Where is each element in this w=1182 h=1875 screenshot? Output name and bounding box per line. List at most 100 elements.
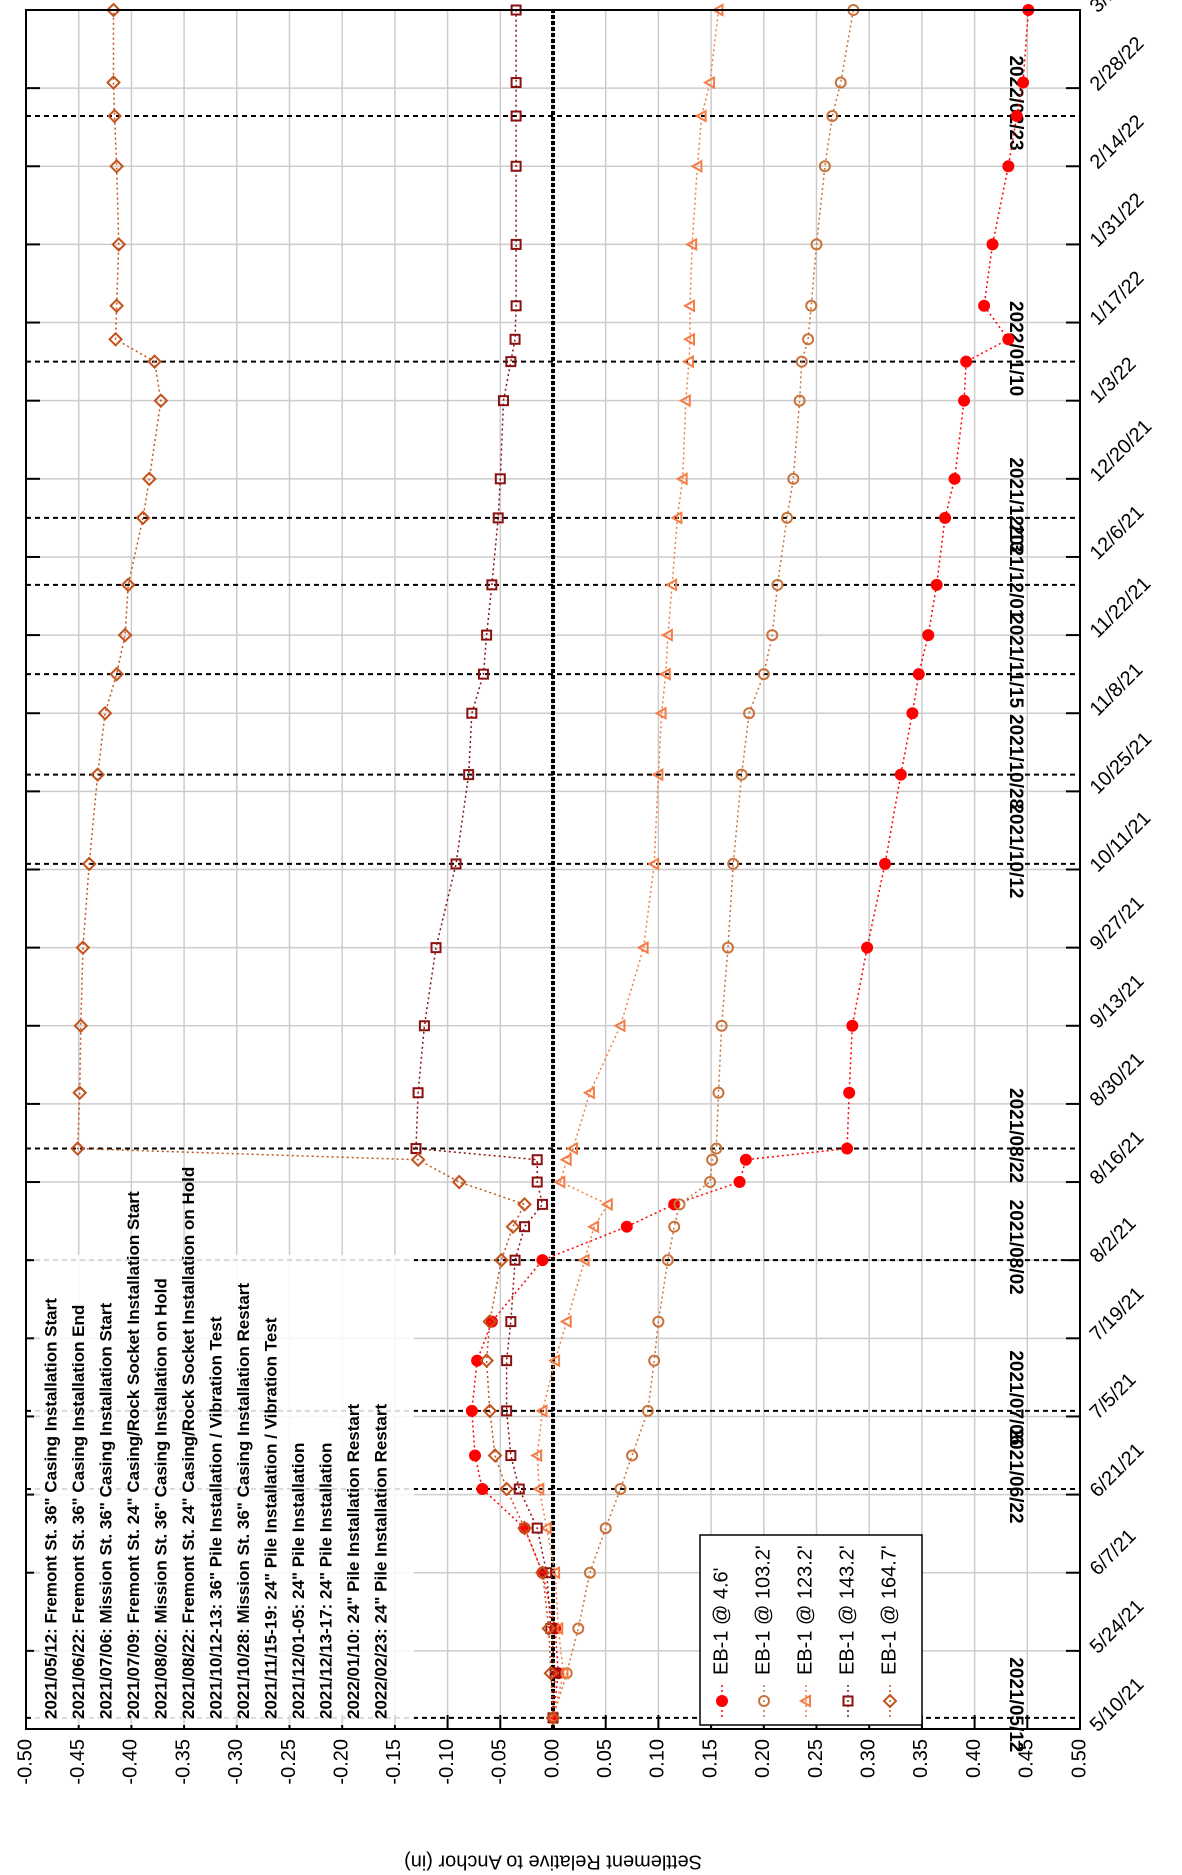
legend-marker bbox=[882, 1693, 898, 1709]
marker bbox=[466, 707, 478, 719]
marker bbox=[535, 1565, 550, 1581]
marker bbox=[587, 1219, 600, 1234]
marker bbox=[543, 1665, 559, 1681]
marker bbox=[451, 1174, 467, 1190]
marker bbox=[106, 75, 121, 90]
x-tick-label: 8/30/21 bbox=[1086, 1048, 1149, 1111]
event-label: 2021/10/12 bbox=[1005, 803, 1026, 898]
event-label: 2021/12/13 bbox=[1005, 457, 1026, 552]
marker bbox=[545, 1710, 561, 1726]
marker bbox=[648, 1354, 661, 1367]
marker bbox=[771, 578, 784, 591]
marker bbox=[530, 1448, 543, 1463]
marker bbox=[1002, 160, 1015, 173]
marker bbox=[410, 1143, 422, 1155]
marker bbox=[841, 1142, 854, 1155]
marker bbox=[418, 1020, 430, 1032]
marker bbox=[766, 629, 779, 642]
marker bbox=[948, 472, 961, 485]
x-tick-label: 5/10/21 bbox=[1086, 1674, 1149, 1737]
marker bbox=[735, 768, 748, 781]
y-tick-label: 0.50 bbox=[1068, 1739, 1090, 1778]
event-note: 2021/12/01-05: 24" Pile Installation bbox=[289, 1443, 308, 1719]
x-tick-label: 6/21/21 bbox=[1086, 1439, 1149, 1502]
legend-marker bbox=[716, 1695, 728, 1707]
marker bbox=[510, 300, 522, 312]
marker bbox=[906, 707, 919, 720]
marker bbox=[501, 1355, 513, 1367]
x-tick-label: 1/31/22 bbox=[1086, 189, 1149, 252]
x-tick-label: 7/19/21 bbox=[1086, 1283, 1149, 1346]
marker bbox=[682, 299, 696, 313]
legend-box bbox=[699, 1534, 923, 1726]
marker bbox=[706, 1153, 719, 1166]
event-note: 2021/07/06: Mission St. 36" Casing Insta… bbox=[96, 1302, 115, 1719]
marker bbox=[577, 1253, 590, 1267]
y-tick-label: -0.15 bbox=[383, 1739, 405, 1785]
marker bbox=[497, 395, 509, 407]
marker bbox=[75, 940, 91, 956]
marker bbox=[90, 767, 106, 783]
legend-label: EB-1 @ 4.6' bbox=[710, 1568, 732, 1676]
y-tick-label: 0.40 bbox=[963, 1739, 985, 1778]
event-label: 2021/06/22 bbox=[1005, 1428, 1026, 1523]
marker bbox=[583, 1566, 596, 1579]
x-tick-label: 1/17/22 bbox=[1086, 267, 1149, 330]
event-label: 2021/07/06 bbox=[1005, 1350, 1026, 1445]
marker bbox=[805, 299, 818, 312]
marker bbox=[572, 1622, 585, 1635]
y-tick-label: -0.30 bbox=[225, 1739, 247, 1785]
marker bbox=[660, 628, 673, 642]
y-tick-label: 0.00 bbox=[541, 1739, 563, 1778]
marker bbox=[505, 1316, 517, 1328]
marker bbox=[541, 1621, 557, 1636]
event-note: 2021/11/15-19: 24" Pile Installation / V… bbox=[261, 1317, 280, 1719]
marker bbox=[620, 1220, 633, 1233]
marker bbox=[465, 1404, 478, 1417]
marker bbox=[492, 512, 504, 524]
marker bbox=[710, 1142, 723, 1155]
marker bbox=[513, 1483, 525, 1495]
marker bbox=[559, 1153, 572, 1167]
marker bbox=[517, 1520, 532, 1536]
x-tick-label: 10/11/21 bbox=[1086, 807, 1156, 877]
marker bbox=[721, 941, 734, 954]
marker bbox=[599, 1522, 612, 1535]
marker bbox=[681, 354, 694, 369]
marker bbox=[510, 160, 522, 172]
marker bbox=[715, 1019, 728, 1032]
marker bbox=[757, 668, 770, 681]
marker bbox=[412, 1087, 424, 1099]
marker bbox=[108, 331, 124, 347]
marker bbox=[647, 857, 660, 871]
marker bbox=[509, 333, 521, 345]
y-axis-title: Settlement Relative to Anchor (in) bbox=[404, 1851, 702, 1873]
marker bbox=[678, 393, 691, 408]
event-label: 2021/08/22 bbox=[1005, 1088, 1026, 1183]
x-tick-label: 10/25/21 bbox=[1086, 728, 1157, 799]
marker bbox=[551, 1621, 564, 1636]
x-tick-label: 11/8/21 bbox=[1086, 659, 1148, 721]
marker bbox=[539, 1521, 552, 1535]
marker bbox=[120, 577, 136, 593]
marker bbox=[510, 77, 522, 89]
marker bbox=[661, 1254, 674, 1267]
marker bbox=[493, 1252, 509, 1268]
legend-marker bbox=[798, 1694, 811, 1708]
marker bbox=[499, 1481, 515, 1497]
y-tick-label: 0.30 bbox=[857, 1739, 879, 1778]
marker bbox=[486, 579, 498, 591]
marker bbox=[479, 1353, 495, 1369]
rotated-chart: -0.50 -0.45 -0.40 -0.35 -0.30 -0.25 -0.20 -0.15… bbox=[14, 0, 1156, 1873]
marker bbox=[694, 109, 707, 123]
marker bbox=[487, 1448, 503, 1463]
marker bbox=[810, 238, 823, 251]
marker bbox=[505, 1450, 517, 1462]
marker bbox=[673, 1198, 686, 1211]
event-note: 2021/10/12-13: 36" Pile Installation / V… bbox=[206, 1316, 225, 1719]
y-tick-label: 0.15 bbox=[699, 1739, 721, 1778]
marker bbox=[787, 472, 800, 485]
x-tick-label: 12/20/21 bbox=[1086, 415, 1157, 486]
marker bbox=[517, 1196, 532, 1212]
